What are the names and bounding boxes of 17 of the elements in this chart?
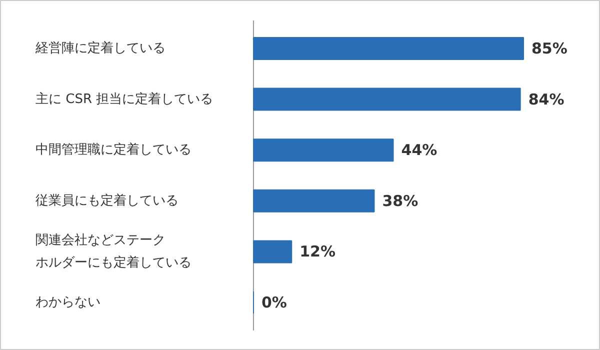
data-label: 85% [532, 40, 568, 58]
y-tick-label: 主に CSR 担当に定着している [36, 90, 214, 107]
y-tick-label: 中間管理職に定着している [36, 142, 192, 158]
bar [253, 88, 521, 111]
data-label: 38% [382, 192, 418, 210]
data-label: 12% [300, 242, 336, 261]
y-tick-label: わからない [36, 295, 100, 310]
bar [253, 240, 292, 264]
y-tick-label: 経営陣に定着している [34, 40, 166, 56]
data-label: 0% [262, 294, 287, 312]
data-label: 84% [528, 90, 564, 108]
y-tick-label: 従業員にも定着している [36, 192, 178, 208]
bar [253, 138, 394, 162]
bar [253, 189, 375, 212]
y-tick-label: 関連会社などステークホルダーにも定着している [36, 232, 192, 270]
bar [253, 37, 524, 60]
data-label: 44% [401, 141, 438, 160]
